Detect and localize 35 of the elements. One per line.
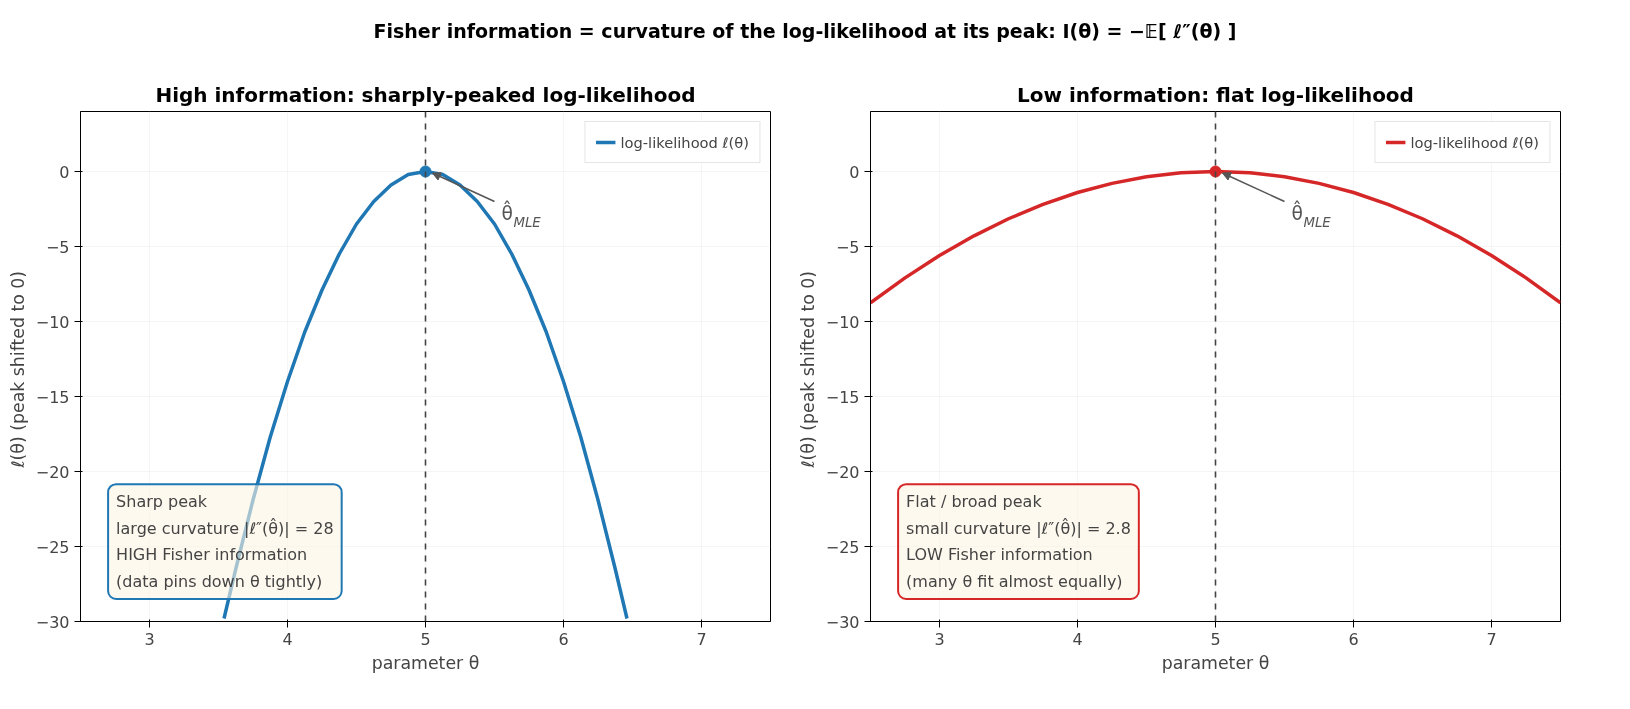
y-tick-label: 0 [849,162,860,182]
y-tick-label: 0 [59,162,70,182]
annotation: Sharp peak large curvature |ℓ″(θ̂)| = 28 HIGH Fisher information (data pins down θ tightly) [116,492,334,592]
x-tick-label: 5 [420,629,431,649]
y-tick-label: −20 [35,462,70,482]
x-axis-title: parameter θ [1161,652,1270,673]
x-tick-label: 5 [1210,629,1221,649]
legend-label: log-likelihood ℓ(θ) [1410,133,1539,151]
x-tick-label: 4 [282,629,293,649]
text: Fisher information = curvature of the log-likelihood at its peak: I(θ) = −𝔼[ ℓ″(θ) ] [373,19,1237,44]
legend-label: log-likelihood ℓ(θ) [620,133,749,151]
chart-title: High information: sharply-peaked log-likelihood [155,82,696,107]
x-tick-label: 3 [144,629,155,649]
x-tick-label: 7 [1486,629,1497,649]
x-tick-label: 7 [696,629,707,649]
x-tick-label: 3 [934,629,945,649]
y-tick-label: −20 [825,462,860,482]
y-axis-title: ℓ(θ) (peak shifted to 0) [797,271,818,469]
chart-title: Low information: flat log-likelihood [1017,82,1414,107]
annotation: Flat / broad peak small curvature |ℓ″(θ̂)| = 2.8 LOW Fisher information (many θ fit almost equally) [906,492,1131,592]
y-tick-label: −15 [825,387,860,407]
y-tick-label: −25 [35,537,70,557]
y-tick-label: −5 [835,237,860,257]
y-axis-title: ℓ(θ) (peak shifted to 0) [7,271,28,469]
y-tick-label: −10 [825,312,860,332]
y-tick-label: −10 [35,312,70,332]
x-tick-label: 4 [1072,629,1083,649]
y-tick-label: −15 [35,387,70,407]
x-tick-label: 6 [558,629,569,649]
x-axis-title: parameter θ [371,652,480,673]
y-tick-label: −5 [45,237,70,257]
y-tick-label: −30 [825,612,860,632]
y-tick-label: −30 [35,612,70,632]
y-tick-label: −25 [825,537,860,557]
x-tick-label: 6 [1348,629,1359,649]
